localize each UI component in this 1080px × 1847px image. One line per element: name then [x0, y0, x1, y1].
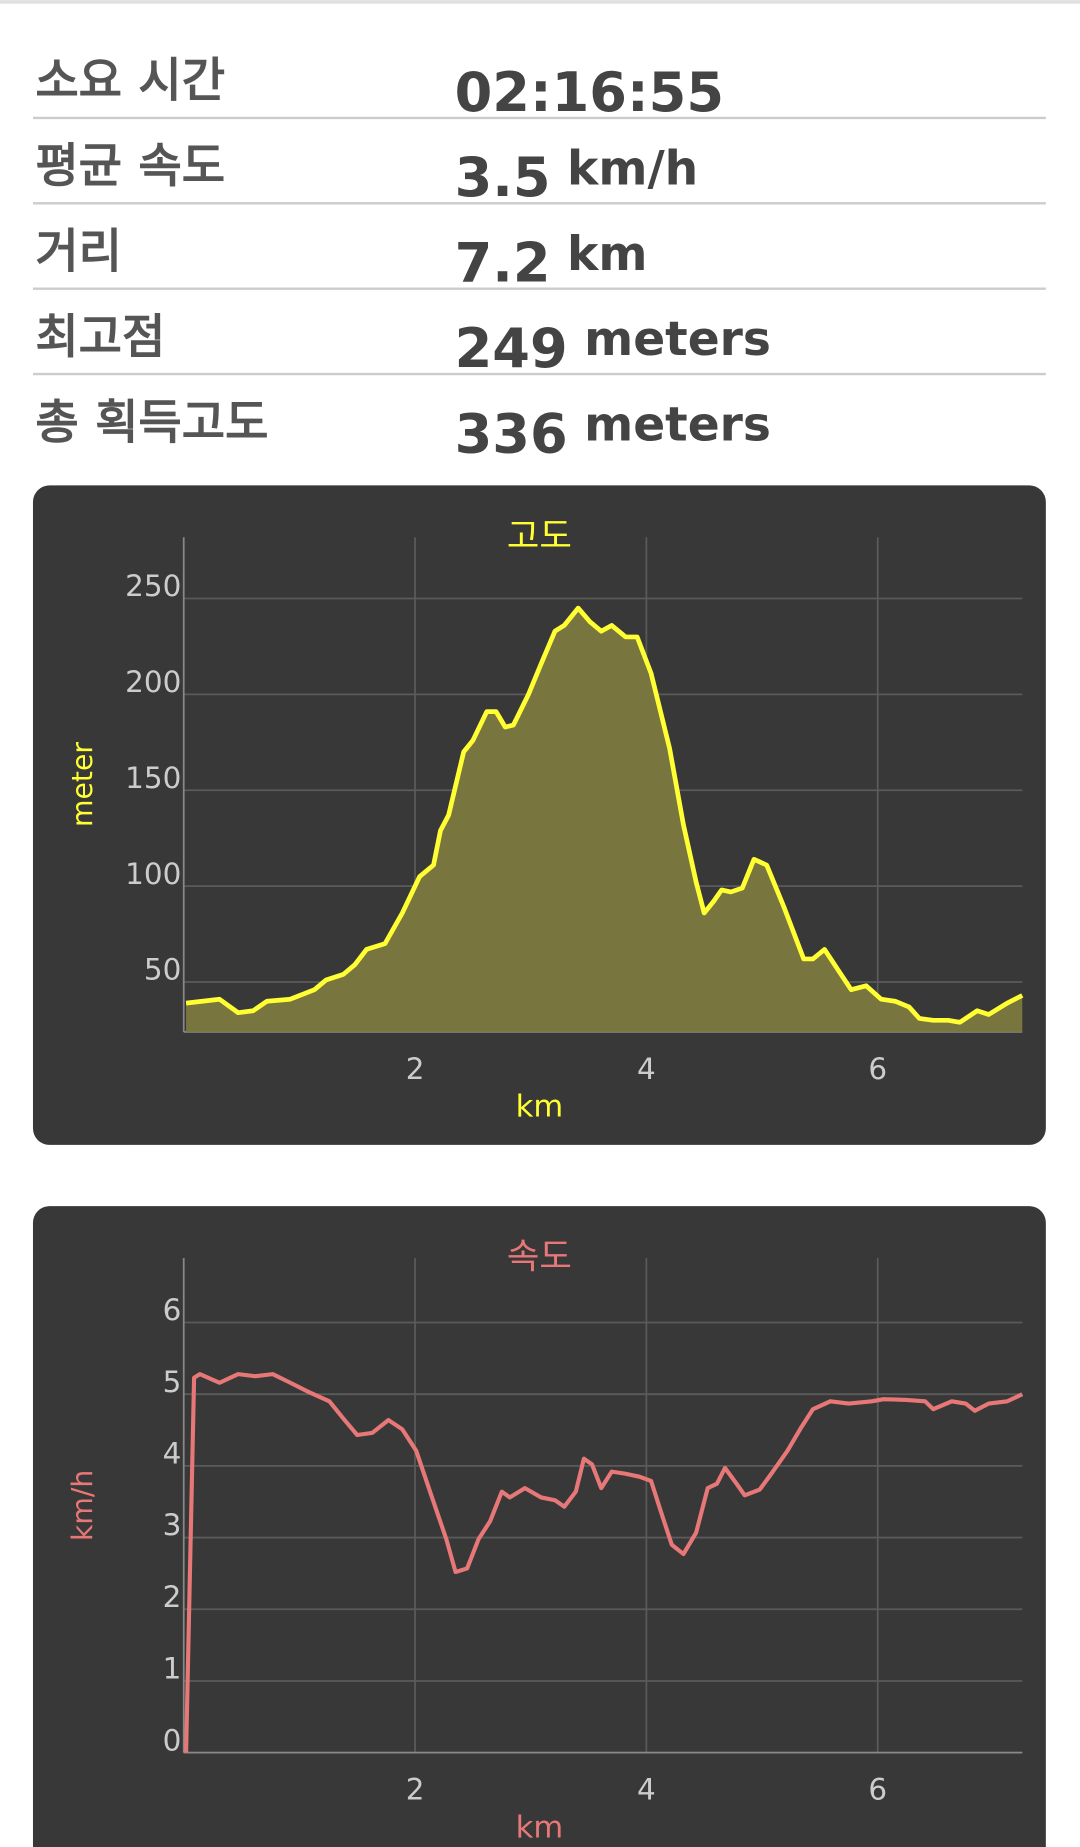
- x-tick-label: 2: [406, 1052, 425, 1086]
- stat-value: 7.2: [455, 232, 551, 295]
- stat-unit: km: [567, 227, 647, 282]
- data-line: [184, 1372, 1024, 1753]
- chart-panel: [32, 1206, 1046, 1847]
- top-edge: [0, 0, 1080, 4]
- x-axis-label: km: [516, 1090, 564, 1125]
- y-axis-label: km/h: [66, 1470, 99, 1541]
- y-tick-label: 50: [144, 953, 181, 987]
- stat-label: 최고점: [35, 310, 165, 365]
- stat-value: 02:16:55: [455, 61, 724, 124]
- y-tick-label: 3: [163, 1508, 182, 1542]
- stat-value: 336: [455, 402, 568, 465]
- stat-value: 249: [455, 317, 568, 380]
- y-tick-label: 4: [163, 1437, 182, 1471]
- x-tick-label: 4: [637, 1773, 656, 1807]
- y-tick-label: 200: [125, 665, 181, 699]
- x-tick-label: 2: [406, 1773, 425, 1807]
- stat-unit: km/h: [567, 141, 698, 196]
- stat-label: 평균 속도: [35, 139, 225, 194]
- x-axis-label: km: [516, 1810, 564, 1845]
- stat-value: 3.5: [455, 146, 551, 209]
- y-tick-label: 0: [163, 1723, 182, 1757]
- x-tick-label: 6: [868, 1052, 887, 1086]
- stat-label: 거리: [35, 224, 122, 279]
- stat-label: 총 획득고도: [35, 395, 268, 450]
- y-tick-label: 250: [125, 569, 181, 603]
- y-tick-label: 6: [163, 1293, 182, 1327]
- y-tick-label: 150: [125, 761, 181, 795]
- data-line: [185, 605, 1024, 1025]
- y-tick-label: 5: [163, 1365, 182, 1399]
- stat-unit: meters: [584, 398, 771, 453]
- chart-title: 속도: [507, 1237, 572, 1278]
- chart-title: 고도: [507, 516, 572, 557]
- y-axis-label: meter: [66, 742, 99, 827]
- stat-label: 소요 시간: [35, 54, 225, 109]
- x-tick-label: 4: [637, 1052, 656, 1086]
- y-tick-label: 1: [163, 1652, 182, 1686]
- y-tick-label: 100: [125, 857, 181, 891]
- x-tick-label: 6: [868, 1773, 887, 1807]
- y-tick-label: 2: [163, 1580, 182, 1614]
- stat-unit: meters: [584, 312, 771, 367]
